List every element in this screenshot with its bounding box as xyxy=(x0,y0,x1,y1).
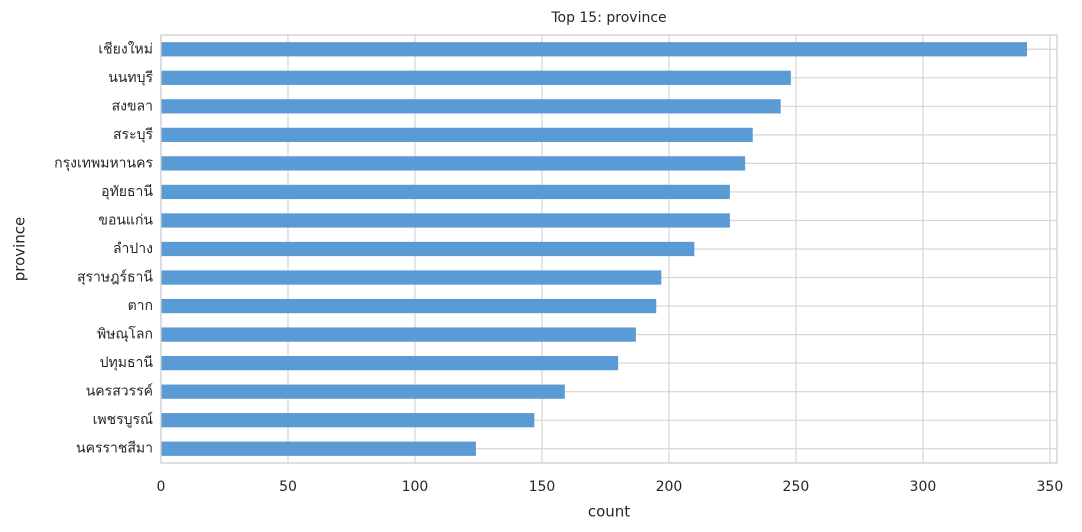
y-tick-label: พิษณุโลก xyxy=(97,326,153,343)
y-tick-label: นครสวรรค์ xyxy=(86,383,153,400)
bar xyxy=(161,413,535,428)
bar xyxy=(161,270,662,285)
x-tick-label: 150 xyxy=(529,479,556,495)
chart-title: Top 15: province xyxy=(550,10,666,26)
x-tick-label: 350 xyxy=(1037,479,1064,495)
x-axis-label: count xyxy=(588,503,630,521)
bar xyxy=(161,356,619,371)
bar xyxy=(161,156,746,171)
y-tick-label: ลำปาง xyxy=(113,241,153,257)
y-axis-label: province xyxy=(11,217,29,282)
bar xyxy=(161,184,730,200)
y-tick-label: ตาก xyxy=(128,298,153,314)
bar xyxy=(161,213,730,228)
y-tick-label: นนทบุรี xyxy=(108,70,153,86)
x-tick-label: 200 xyxy=(656,479,683,495)
x-tick-label: 0 xyxy=(157,479,166,495)
y-tick-label: สุราษฎร์ธานี xyxy=(77,269,153,286)
y-tick-label: กรุงเทพมหานคร xyxy=(54,155,153,171)
x-tick-label: 50 xyxy=(279,479,297,495)
x-tick-label: 250 xyxy=(783,479,810,495)
y-tick-label: สระบุรี xyxy=(113,127,153,143)
bar xyxy=(161,99,781,114)
plot-frame xyxy=(160,34,1058,464)
y-tick-label: อุทัยธานี xyxy=(101,184,153,200)
bar xyxy=(161,70,791,85)
y-tick-label: สงขลา xyxy=(112,98,153,114)
y-tick-label: ขอนแก่น xyxy=(98,212,153,228)
bar xyxy=(161,441,476,456)
x-tick-label: 300 xyxy=(910,479,937,495)
y-tick-label: เพชรบูรณ์ xyxy=(93,411,153,428)
bar xyxy=(161,241,695,257)
x-tick-label: 100 xyxy=(402,479,429,495)
y-tick-label: นครราชสีมา xyxy=(76,441,153,457)
bar xyxy=(161,298,657,314)
bar xyxy=(161,327,636,342)
bar xyxy=(161,127,753,142)
bar xyxy=(161,42,1028,57)
y-tick-label: เชียงใหม่ xyxy=(98,40,153,57)
bar xyxy=(161,384,565,399)
y-tick-label: ปทุมธานี xyxy=(100,355,154,371)
